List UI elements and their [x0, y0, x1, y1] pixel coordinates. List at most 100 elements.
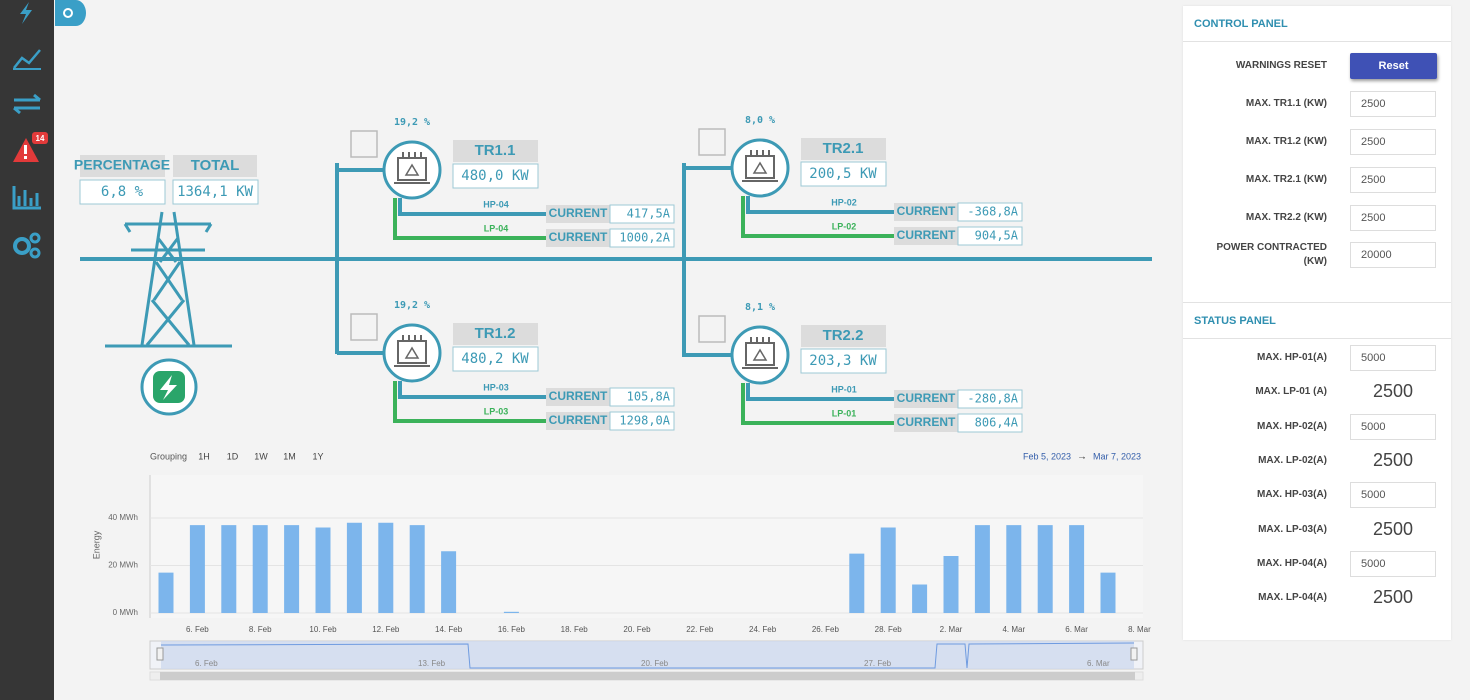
icon-power[interactable]	[20, 2, 32, 24]
name-box	[801, 138, 886, 160]
x-tick-label: 16. Feb	[498, 625, 526, 634]
row-label: MAX. LP-02(A)	[1258, 454, 1327, 466]
navigator-handle[interactable]	[1130, 647, 1138, 661]
row-label: MAX. HP-03(A)	[1256, 489, 1327, 501]
icon-settings[interactable]	[13, 237, 31, 255]
input-field[interactable]: 2500	[1350, 205, 1436, 231]
x-tick-label: 8. Mar	[1128, 625, 1151, 634]
x-tick-label: 28. Feb	[875, 625, 903, 634]
transformer-percent: 19,2 %	[394, 117, 430, 128]
input-field[interactable]: 2500	[1350, 167, 1436, 193]
tower	[105, 211, 232, 348]
transformer-icon	[745, 155, 775, 179]
bar	[1100, 572, 1116, 613]
name-box	[453, 323, 538, 345]
current-label: CURRENT	[897, 204, 956, 218]
x-tick-label: 26. Feb	[812, 625, 840, 634]
y-axis-label: Energy	[91, 530, 101, 559]
checkbox[interactable]	[698, 315, 726, 343]
current-value: 1298,0A	[619, 414, 670, 428]
grouping-button[interactable]: 1D	[227, 451, 239, 461]
checkbox[interactable]	[698, 128, 726, 156]
grouping-button[interactable]: 1W	[254, 451, 268, 461]
alert-badge: 14	[36, 134, 45, 143]
limit-value: 2500	[1372, 518, 1414, 539]
panel-title: CONTROL PANEL	[1194, 18, 1288, 30]
row-label: MAX. TR1.2 (KW)	[1245, 136, 1327, 147]
checkbox[interactable]	[350, 313, 378, 341]
row-label: POWER CONTRACTED (KW)	[1216, 242, 1327, 267]
icon-transfer[interactable]	[13, 93, 41, 115]
x-tick-label: 24. Feb	[749, 625, 777, 634]
transformer-power: 203,3 KW	[809, 353, 877, 369]
grouping-button[interactable]: 1M	[283, 451, 296, 461]
current-value: 904,5A	[975, 229, 1019, 243]
panel-title: STATUS PANEL	[1194, 315, 1276, 327]
warning-sign	[752, 348, 768, 361]
icon-trend[interactable]	[13, 49, 41, 69]
current-label: CURRENT	[549, 413, 608, 427]
transformer-name: TR2.1	[823, 140, 864, 157]
row-label: MAX. HP-02(A)	[1256, 420, 1327, 432]
power-box	[452, 163, 539, 189]
separator	[1183, 302, 1451, 303]
bar	[409, 525, 425, 613]
x-tick-label: 22. Feb	[686, 625, 714, 634]
current-label: CURRENT	[897, 228, 956, 242]
icon-report[interactable]	[12, 186, 41, 210]
input-field[interactable]: 2500	[1350, 129, 1436, 155]
transformer-icon	[745, 342, 775, 366]
range-start: Feb 5, 2023	[1023, 451, 1071, 461]
lp-line	[741, 196, 894, 238]
bar	[252, 525, 268, 613]
x-tick-label: 12. Feb	[372, 625, 400, 634]
transformer	[730, 138, 790, 198]
input-field[interactable]: 5000	[1350, 413, 1436, 440]
value-box	[79, 179, 166, 205]
input-field[interactable]: 5000	[1350, 550, 1436, 577]
navigator-line	[160, 642, 1135, 669]
dashboard: PERCENTAGE 6,8 % TOTAL 1364,1 KW 19,2 % T…	[74, 115, 1152, 681]
current-label: CURRENT	[897, 415, 956, 429]
bar	[974, 525, 990, 613]
lp-line	[741, 383, 894, 425]
bar	[1069, 525, 1085, 613]
transformer-name: TR2.2	[823, 327, 864, 344]
current-label-box	[894, 414, 958, 432]
row-label: MAX. TR2.1 (KW)	[1245, 174, 1327, 185]
row-label: WARNINGS RESET	[1235, 60, 1327, 71]
hp-label: HP-01	[831, 384, 857, 394]
lp-label: LP-01	[832, 408, 857, 418]
lp-label: LP-04	[484, 223, 509, 233]
settings-tab[interactable]	[55, 0, 86, 26]
lp-line	[393, 381, 546, 423]
x-tick-label: 20. Feb	[623, 625, 651, 634]
scrollbar-thumb[interactable]	[160, 672, 1135, 680]
row-label: MAX. LP-04(A)	[1258, 592, 1327, 604]
input-field[interactable]: 2500	[1350, 91, 1436, 117]
bar	[849, 553, 865, 613]
input-field[interactable]: 20000	[1350, 242, 1436, 268]
x-tick-label: 18. Feb	[561, 625, 589, 634]
input-field[interactable]: 5000	[1350, 482, 1436, 509]
hp-label: HP-04	[483, 199, 509, 209]
transformer-power: 480,2 KW	[461, 351, 529, 367]
navigator-label: 6. Mar	[1087, 659, 1110, 668]
current-label: CURRENT	[549, 206, 608, 220]
bar	[158, 572, 174, 613]
hp-line	[398, 381, 546, 399]
navigator-handle[interactable]	[156, 647, 164, 661]
reset-button[interactable]: Reset	[1350, 53, 1437, 79]
limit-value: 2500	[1372, 587, 1414, 608]
x-tick-label: 6. Feb	[186, 625, 209, 634]
input-field[interactable]: 5000	[1350, 345, 1436, 371]
x-tick-label: 2. Mar	[940, 625, 963, 634]
grouping-button[interactable]: 1Y	[312, 451, 323, 461]
transformer-power: 480,0 KW	[461, 168, 529, 184]
grouping-button[interactable]: 1H	[198, 451, 210, 461]
value-box	[172, 179, 259, 205]
y-tick-label: 0 MWh	[113, 608, 138, 617]
checkbox[interactable]	[350, 130, 378, 158]
warning-sign	[752, 161, 768, 174]
